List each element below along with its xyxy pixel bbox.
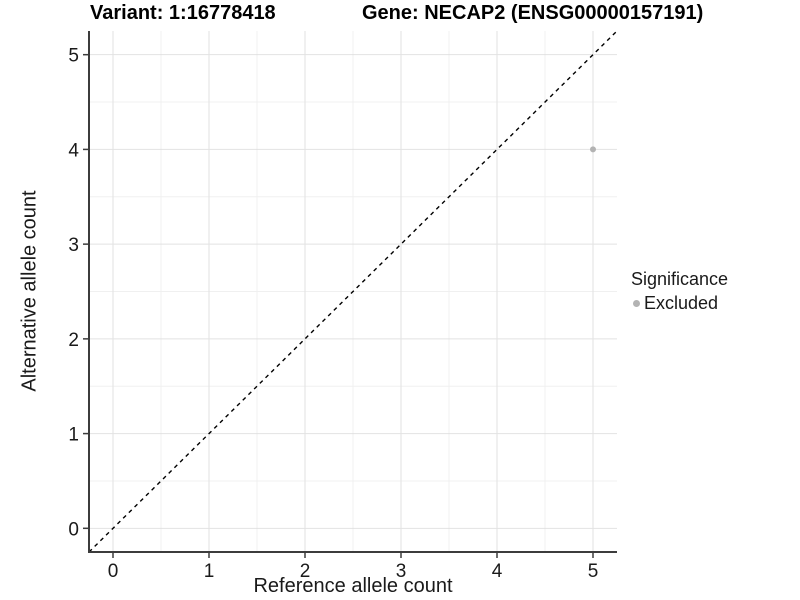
y-tick-label: 0 <box>68 519 79 540</box>
legend-title: Significance <box>631 269 729 289</box>
legend-item-excluded: Excluded <box>633 293 728 314</box>
x-tick-label: 0 <box>108 561 119 582</box>
x-axis-title: Reference allele count <box>253 575 453 597</box>
x-tick-label: 4 <box>492 561 503 582</box>
plot-title-variant: Variant: 1:16778418 <box>90 2 276 24</box>
x-tick-label: 1 <box>204 561 215 582</box>
x-tick-label: 5 <box>588 561 599 582</box>
legend-item-label: Excluded <box>644 293 719 313</box>
x-tick-label: 3 <box>396 561 407 582</box>
legend: Significance Excluded <box>631 269 728 314</box>
x-tick-label: 2 <box>300 561 311 582</box>
y-tick-label: 5 <box>68 46 79 67</box>
legend-point-icon <box>633 300 640 307</box>
y-tick-label: 4 <box>68 140 79 161</box>
plot-title-gene: Gene: NECAP2 (ENSG00000157191) <box>362 2 704 24</box>
y-tick-label: 3 <box>68 235 79 256</box>
y-tick-label: 2 <box>68 330 79 351</box>
y-tick-label: 1 <box>68 425 79 446</box>
y-axis-title: Alternative allele count <box>18 190 41 392</box>
data-point <box>590 146 596 153</box>
identity-line <box>88 30 618 553</box>
